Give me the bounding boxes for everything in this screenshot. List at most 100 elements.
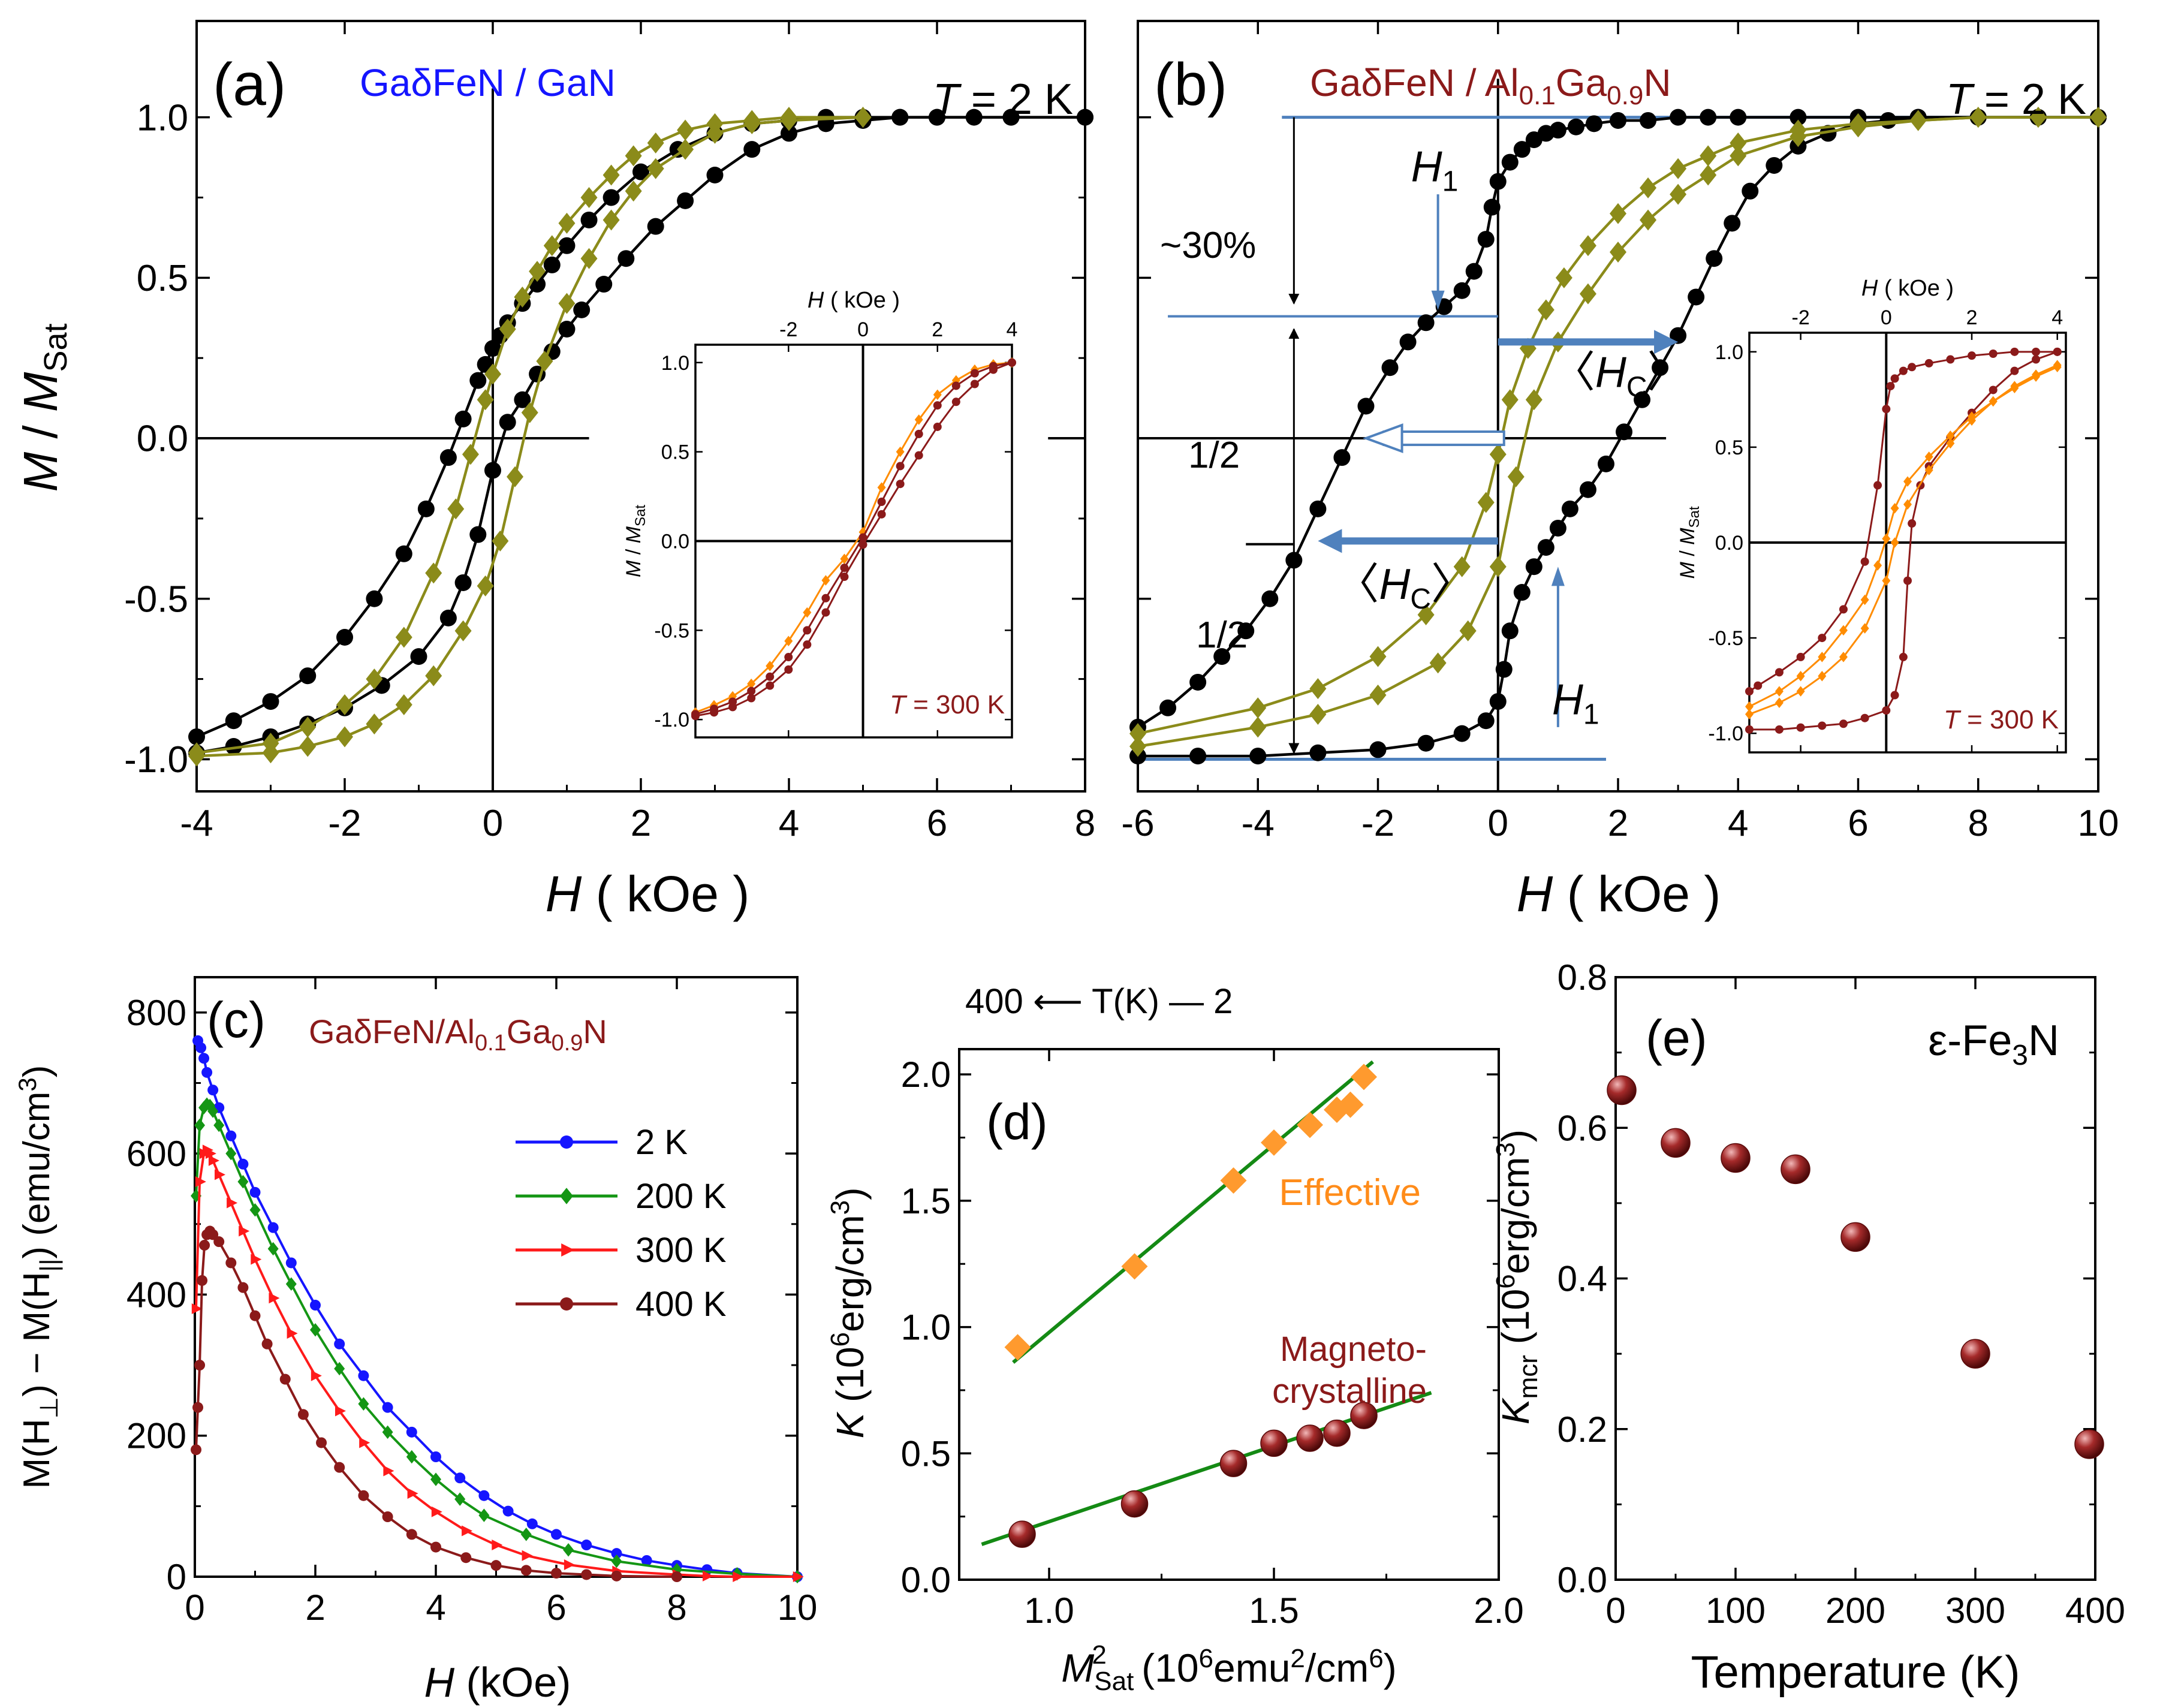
inset-y-tick-label: 0.5 <box>1715 436 1743 459</box>
data-point-400 K-19 <box>406 1529 417 1540</box>
data-point-maroon-upper-14 <box>1946 355 1955 364</box>
data-point-maroon-lower-17 <box>2032 355 2041 364</box>
inset-ylabel-var: M <box>1676 562 1699 579</box>
panel-e-label: (e) <box>1646 1010 1707 1066</box>
data-point-maroon-lower-15 <box>970 379 979 388</box>
data-point-orange-lower-3 <box>1818 670 1827 682</box>
temp-rest: = 2 K <box>959 76 1073 123</box>
ylabel-p1: M(H <box>16 1418 58 1489</box>
data-point-black-upper-10 <box>1381 359 1399 376</box>
ylabel-var: M <box>14 452 67 492</box>
data-point-black-upper-29 <box>1700 109 1717 126</box>
data-point-maroon-upper-5 <box>784 653 793 662</box>
y-tick-label: 0.0 <box>901 1560 951 1600</box>
inset-temp-rest: = 300 K <box>906 690 1005 719</box>
data-point-maroon-lower-15 <box>1989 385 1998 394</box>
data-point-black-lower-29 <box>1077 109 1093 126</box>
x-tick-label: 0 <box>1605 1590 1625 1631</box>
ylabel-p2: erg/cm <box>829 1215 872 1332</box>
hc-sub: C <box>1410 583 1431 615</box>
data-point-black-lower-20 <box>677 192 694 209</box>
data-point-black-lower-11 <box>499 414 516 431</box>
data-point-maroon-lower-11 <box>896 480 905 489</box>
data-point-400 K-21 <box>460 1552 472 1564</box>
data-point-2 K-16 <box>430 1451 441 1462</box>
xlabel-var: H <box>1517 866 1553 922</box>
data-point-orange-upper-8 <box>840 553 849 565</box>
data-point-orange-lower-2 <box>1796 686 1805 697</box>
top-dash: — <box>1169 982 1204 1021</box>
data-point-black-upper-7 <box>1309 500 1327 517</box>
data-point-black-lower-25 <box>1742 182 1759 200</box>
data-point-Magnetocrystalline-4 <box>1296 1424 1324 1452</box>
data-point-olive-lower-3 <box>1369 684 1387 706</box>
data-point-400 K-12 <box>261 1338 273 1349</box>
data-point-maroon-upper-3 <box>1796 652 1805 661</box>
data-point-300 K-7 <box>227 1197 238 1209</box>
data-point-olive-lower-14 <box>580 248 598 269</box>
y-tick-label: 0.2 <box>1558 1409 1607 1450</box>
data-point-black-lower-26 <box>1766 156 1783 174</box>
data-point-olive-lower-11 <box>1610 242 1626 263</box>
data-point-orange-lower-11 <box>1968 415 1977 426</box>
data-point-orange-lower-7 <box>1890 537 1899 548</box>
data-point-2 K-4 <box>207 1085 219 1096</box>
panel-c-label: (c) <box>207 992 266 1048</box>
data-point-Magnetocrystalline-3 <box>1260 1429 1288 1457</box>
data-point-black-lower-9 <box>1495 661 1513 678</box>
data-point-olive-lower-14 <box>1700 164 1717 186</box>
h1-arrow-bottom-head <box>1551 567 1565 586</box>
data-point-Magnetocrystalline-2 <box>1219 1450 1248 1477</box>
ylabel-s2: 3 <box>826 1200 855 1215</box>
data-point-orange-lower-6 <box>1882 575 1891 586</box>
data-point-1 <box>1661 1128 1691 1158</box>
half-arrow-open-head <box>1362 423 1403 453</box>
y-tick-label: 600 <box>126 1134 186 1174</box>
top-space3 <box>1159 982 1169 1021</box>
half-annotation-lower: 1/2 <box>1196 614 1248 656</box>
title-pre: GaδFeN / Al <box>1310 61 1519 104</box>
data-point-200 K-18 <box>454 1492 466 1506</box>
data-point-maroon-lower-10 <box>1908 519 1917 528</box>
data-point-black-upper-10 <box>469 372 487 389</box>
y-tick-label: 0.5 <box>901 1433 951 1474</box>
material-pre: ε-Fe <box>1928 1017 2012 1065</box>
data-point-olive-lower-10 <box>1579 283 1596 305</box>
data-point-Effective-3 <box>1261 1129 1287 1156</box>
ylabel-p1: (10 <box>829 1346 872 1412</box>
data-point-olive-upper-6 <box>1477 492 1495 513</box>
y-tick-label: 0.6 <box>1558 1108 1607 1148</box>
data-point-maroon-upper-6 <box>1860 557 1869 566</box>
hc-label-right: 〈HC〉 <box>1552 348 1691 403</box>
data-point-6 <box>2074 1429 2104 1459</box>
data-point-300 K-13 <box>335 1405 346 1417</box>
ylabel-var2: M <box>14 372 67 412</box>
hc-label-left: 〈HC〉 <box>1336 561 1474 615</box>
data-point-maroon-upper-12 <box>1908 363 1917 372</box>
data-point-olive-upper-4 <box>366 668 383 690</box>
legend-marker-2 K <box>560 1135 573 1149</box>
data-point-olive-upper-3 <box>1369 646 1387 667</box>
inset-temp-var: T <box>1944 705 1962 734</box>
data-point-orange-upper-3 <box>1818 652 1827 662</box>
data-point-maroon-lower-16 <box>989 365 998 374</box>
data-point-Effective-6 <box>1337 1091 1364 1118</box>
data-point-olive-lower-13 <box>558 293 576 314</box>
data-point-olive-lower-1 <box>262 742 279 764</box>
data-point-black-lower-10 <box>1501 622 1519 640</box>
data-point-black-upper-26 <box>1610 112 1626 129</box>
data-point-olive-upper-19 <box>647 132 664 153</box>
data-point-maroon-upper-1 <box>1754 681 1763 690</box>
data-point-black-lower-21 <box>706 167 724 183</box>
data-point-black-upper-15 <box>1465 263 1483 280</box>
data-point-black-lower-22 <box>1688 288 1705 306</box>
data-point-maroon-upper-18 <box>2032 347 2041 356</box>
panel-b: -6 -4 -2 0 2 4 6 8 10(b) GaδFeN / Al0.1Ga0.9N T = … <box>1121 20 2119 922</box>
xlabel-sub: Sat <box>1094 1667 1134 1696</box>
data-point-2 K-2 <box>198 1053 210 1064</box>
xlabel-unit: ( kOe ) <box>596 866 750 922</box>
data-point-black-lower-28 <box>1819 125 1837 142</box>
panel-e-y-axis-label: Kmcr (106erg/cm3) <box>1491 1129 1543 1424</box>
data-point-maroon-upper-4 <box>1818 634 1827 643</box>
panel-d: 1.0 1.5 2.0 0.0 0.5 1.0 1.5 2.0 (d) 400 ⟵ T(K) — … <box>826 982 1524 1696</box>
